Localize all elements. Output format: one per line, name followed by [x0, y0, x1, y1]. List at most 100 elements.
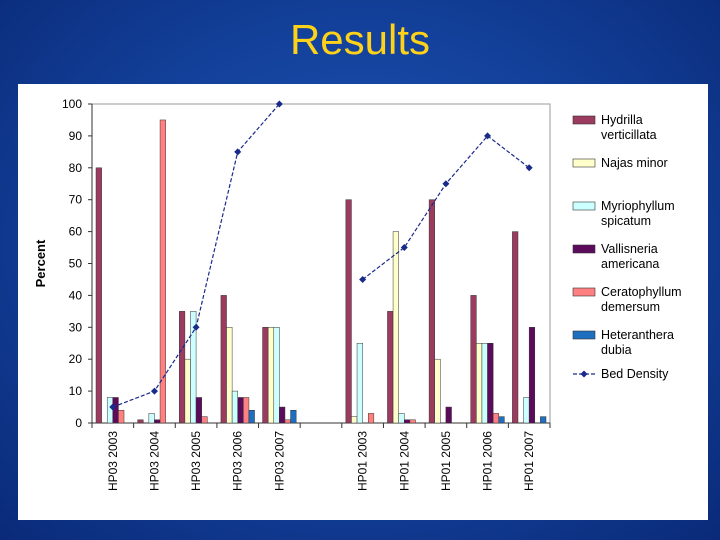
- y-tick-label: 80: [69, 161, 83, 175]
- chart-panel: 0 10 20 30 40 50 60 70 80 90 100 Percent HP03 2003 H…: [18, 84, 708, 520]
- bar: [345, 199, 352, 424]
- bar: [220, 295, 227, 424]
- bar: [201, 416, 208, 424]
- legend-label-line: Ceratophyllum: [601, 285, 682, 299]
- bed-density-point: [484, 132, 492, 140]
- bar: [184, 358, 191, 424]
- bar: [540, 416, 547, 424]
- bar: [392, 231, 399, 424]
- bar: [267, 327, 275, 424]
- y-tick-label: 50: [69, 257, 83, 271]
- bar: [498, 416, 505, 424]
- legend-label-line: Najas minor: [601, 156, 668, 170]
- y-axis-label: Percent: [33, 239, 48, 287]
- x-tick-label: HP01 2003: [356, 431, 370, 491]
- y-tick-label: 0: [75, 416, 82, 430]
- bar: [476, 343, 483, 424]
- x-tick-label: HP03 2004: [147, 431, 161, 491]
- bar: [137, 419, 144, 424]
- bed-density-point: [359, 275, 367, 283]
- legend-label: Myriophyllum spicatum: [601, 199, 675, 228]
- bar: [356, 343, 363, 424]
- bar: [273, 327, 280, 424]
- legend-label: Heteranthera dubia: [601, 328, 674, 357]
- bar: [279, 406, 286, 424]
- y-tick-label: 30: [69, 320, 83, 334]
- y-tick-label: 100: [62, 97, 82, 111]
- x-axis: HP03 2003 HP03 2004 HP03 2005 HP03 2006 HP03…: [91, 422, 551, 491]
- bed-density-point: [192, 323, 200, 331]
- y-tick-label: 10: [69, 384, 83, 398]
- bar: [231, 390, 238, 424]
- y-tick-label: 60: [69, 225, 83, 239]
- legend-label: Vallisneria americana: [601, 242, 659, 271]
- bar: [190, 311, 197, 424]
- legend-line-marker: [580, 370, 588, 378]
- bed-density-point: [442, 180, 450, 188]
- bed-density-point: [275, 100, 283, 108]
- x-tick-label: HP03 2007: [272, 431, 286, 491]
- y-tick-label: 20: [69, 352, 83, 366]
- legend-label-line: Heteranthera: [601, 328, 674, 342]
- legend-swatch: [572, 115, 596, 125]
- bar: [118, 409, 125, 424]
- bar: [237, 397, 244, 424]
- bar: [159, 119, 166, 424]
- legend-swatch: [572, 244, 596, 254]
- legend-label: Hydrilla verticillata: [601, 113, 657, 142]
- bar: [290, 409, 297, 424]
- bar: [512, 231, 519, 424]
- x-tick-label: HP01 2004: [397, 431, 411, 491]
- bars: [95, 119, 547, 424]
- bar: [95, 167, 102, 424]
- x-tick-label: HP01 2006: [481, 431, 495, 491]
- legend-label-line: verticillata: [601, 128, 657, 142]
- bar: [387, 311, 394, 424]
- legend-label-line: dubia: [601, 343, 632, 357]
- bar: [106, 397, 114, 424]
- x-tick-label: HP01 2007: [522, 431, 536, 491]
- x-tick-label: HP01 2005: [439, 431, 453, 491]
- bar: [243, 397, 250, 424]
- bar: [154, 419, 161, 424]
- bar: [248, 409, 255, 424]
- bar: [179, 311, 186, 424]
- legend-label-line: spicatum: [601, 214, 651, 228]
- bar: [409, 419, 416, 424]
- bar: [523, 397, 530, 424]
- bar: [262, 327, 269, 424]
- bar: [492, 413, 499, 424]
- slide-title: Results: [289, 16, 431, 63]
- bed-density-line: [109, 100, 533, 411]
- bar: [148, 413, 155, 424]
- legend-label-line: Hydrilla: [601, 113, 643, 127]
- bar: [351, 416, 358, 424]
- legend-swatch: [572, 201, 596, 211]
- bar: [226, 327, 233, 424]
- bar: [445, 406, 452, 424]
- legend: Hydrilla verticillata Najas minor Myriophyl…: [572, 113, 682, 381]
- legend-label-line: Vallisneria: [601, 242, 658, 256]
- legend-label-line: Myriophyllum: [601, 199, 675, 213]
- bar: [487, 343, 494, 424]
- bar: [404, 419, 411, 424]
- y-axis: 0 10 20 30 40 50 60 70 80 90 100 Percent: [33, 97, 93, 430]
- bar: [112, 397, 119, 424]
- bar: [434, 358, 441, 424]
- bed-density-point: [234, 148, 242, 156]
- bar: [481, 343, 488, 424]
- bed-density-point: [400, 244, 408, 252]
- y-tick-label: 70: [69, 193, 83, 207]
- bar: [195, 397, 202, 424]
- x-tick-label: HP03 2006: [231, 431, 245, 491]
- legend-label-line: americana: [601, 257, 659, 271]
- legend-swatch: [572, 330, 596, 340]
- bar: [367, 413, 375, 424]
- y-tick-label: 90: [69, 129, 83, 143]
- x-tick-label: HP03 2005: [189, 431, 203, 491]
- legend-label-line: demersum: [601, 300, 660, 314]
- bed-density-point: [525, 164, 533, 172]
- bar: [470, 295, 477, 424]
- legend-label: Bed Density: [601, 367, 669, 381]
